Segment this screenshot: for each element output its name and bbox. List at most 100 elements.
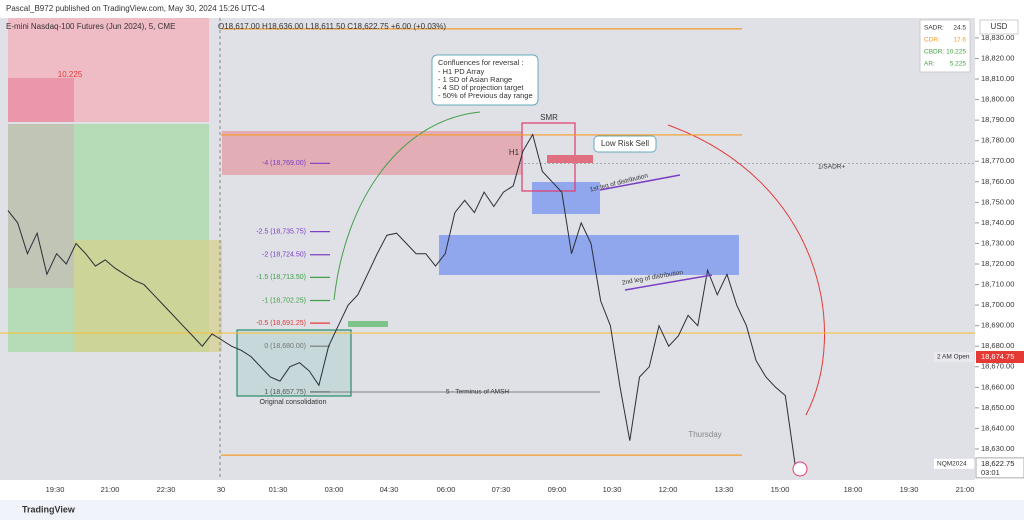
y-tick-label: 18,750.00: [981, 197, 1014, 206]
level-label: -4 (18,769.00): [262, 160, 306, 167]
zone: [8, 124, 74, 288]
price-tag: [975, 457, 1024, 479]
y-tick-label: 18,670.00: [981, 362, 1014, 371]
x-tick-label: 04:30: [380, 485, 399, 494]
footer-bar: [0, 500, 1024, 520]
y-tick-label: 18,660.00: [981, 382, 1014, 391]
arc: [667, 124, 825, 416]
price-axis: [976, 18, 1024, 480]
tag: NQM2024: [937, 461, 967, 468]
x-tick-label: 07:30: [492, 485, 511, 494]
label: Original consolidation: [260, 399, 327, 406]
fvg: [532, 182, 600, 214]
label: 5 - Terminus of AMSH: [446, 389, 509, 396]
stat-value: 24.5: [953, 25, 966, 32]
price-line: [7, 133, 796, 464]
level-label: -2 (18,724.50): [262, 252, 306, 259]
tag: 2 AM Open: [937, 354, 970, 361]
y-tick-label: 18,640.00: [981, 423, 1014, 432]
stat-label: CBDR:: [924, 49, 944, 56]
level-label: -1 (18,702.25): [262, 297, 306, 304]
tag-box: [934, 458, 974, 469]
callout-item: - 4 SD of projection target: [438, 83, 524, 92]
callout: [431, 54, 539, 106]
price-tag-label: 18,622.75: [981, 459, 1014, 468]
stat-value: 5.225: [950, 61, 967, 68]
header: Pascal_B972 published on TradingView.com…: [6, 4, 265, 13]
level-label: -1.5 (18,713.50): [256, 274, 306, 281]
y-tick-label: 18,700.00: [981, 300, 1014, 309]
stats-box: [919, 19, 971, 73]
y-tick-label: 18,790.00: [981, 115, 1014, 124]
x-tick-label: 21:00: [956, 485, 975, 494]
stat-value: 17.6: [953, 37, 966, 44]
y-tick-label: 18,650.00: [981, 403, 1014, 412]
y-tick-label: 18,820.00: [981, 53, 1014, 62]
x-tick-label: 22:30: [157, 485, 176, 494]
level-label: 1 (18,657.75): [264, 389, 306, 396]
x-tick-label: 15:00: [771, 485, 790, 494]
y-tick-label: 18,760.00: [981, 177, 1014, 186]
label: Low Risk Sell: [601, 139, 649, 148]
y-tick-label: 18,630.00: [981, 444, 1014, 453]
x-tick-label: 06:00: [437, 485, 456, 494]
time-axis: [0, 480, 1024, 500]
label: Thursday: [688, 430, 721, 439]
level-label: 0 (18,680.00): [264, 343, 306, 350]
x-tick-label: 12:00: [659, 485, 678, 494]
label: 1/SADR+: [818, 164, 845, 171]
callout-title: Confluences for reversal :: [438, 58, 523, 67]
arrow: [599, 174, 681, 191]
y-tick-label: 18,830.00: [981, 33, 1014, 42]
symbol-title: E-mini Nasdaq-100 Futures (Jun 2024), 5,…: [6, 22, 175, 31]
y-tick-label: 18,730.00: [981, 238, 1014, 247]
zone: [74, 240, 222, 352]
brand: TradingView: [22, 504, 76, 514]
label: 10.225: [58, 70, 83, 79]
y-tick-label: 18,680.00: [981, 341, 1014, 350]
x-tick-label: 18:00: [844, 485, 863, 494]
callout-item: - 1 SD of Asian Range: [438, 75, 512, 84]
y-tick-label: 18,770.00: [981, 156, 1014, 165]
alert-icon[interactable]: [792, 461, 808, 477]
consolidation-box: [236, 329, 352, 397]
arc: [333, 111, 481, 301]
callout: [593, 135, 657, 153]
currency-box[interactable]: [979, 19, 1019, 35]
stat-value: 10.225: [946, 49, 966, 56]
fvg: [439, 235, 739, 275]
x-tick-label: 21:00: [101, 485, 120, 494]
x-tick-label: 30: [217, 485, 225, 494]
countdown: 03:01: [981, 468, 1000, 477]
label: SMR: [540, 113, 558, 122]
x-tick-label: 19:30: [46, 485, 65, 494]
tag-box: [934, 351, 974, 362]
x-tick-label: 13:30: [715, 485, 734, 494]
x-tick-label: 03:00: [325, 485, 344, 494]
stat-label: AR:: [924, 61, 935, 68]
x-tick-label: 10:30: [603, 485, 622, 494]
callout-item: - H1 PD Array: [438, 67, 485, 76]
y-tick-label: 18,810.00: [981, 74, 1014, 83]
stat-label: CDR:: [924, 37, 940, 44]
y-tick-label: 18,740.00: [981, 218, 1014, 227]
y-tick-label: 18,800.00: [981, 95, 1014, 104]
x-tick-label: 19:30: [900, 485, 919, 494]
y-tick-label: 18,780.00: [981, 136, 1014, 145]
label: H1: [509, 148, 520, 157]
stat-label: SADR:: [924, 25, 944, 32]
sell-box: [547, 155, 593, 163]
arrow: [624, 274, 713, 291]
price-tag-label: 18,674.75: [981, 352, 1014, 361]
y-tick-label: 18,720.00: [981, 259, 1014, 268]
level-label: -0.5 (18,691.25): [256, 320, 306, 327]
y-tick-label: 18,710.00: [981, 280, 1014, 289]
x-tick-label: 09:00: [548, 485, 567, 494]
ohlc: O18,617.00 H18,636.00 L18,611.50 C18,622…: [218, 22, 446, 31]
currency: USD: [991, 22, 1008, 31]
zone: [8, 78, 74, 122]
price-tag: [976, 350, 1024, 363]
y-tick-label: 18,690.00: [981, 321, 1014, 330]
level-label: -2.5 (18,735.75): [256, 228, 306, 235]
